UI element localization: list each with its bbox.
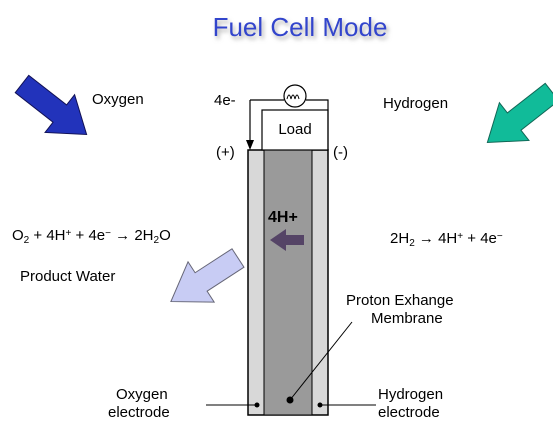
label: Oxygen <box>116 386 168 403</box>
dot <box>317 402 323 408</box>
equation-part: O <box>159 227 171 244</box>
label: Proton Exhange <box>346 292 454 309</box>
label: Hydrogen <box>378 386 443 403</box>
equation: 2H2 → 4H+ + 4e− <box>390 230 503 249</box>
label: electrode <box>378 404 440 421</box>
label: 4e- <box>214 92 236 109</box>
equation-part: + 4H <box>29 227 65 244</box>
label: Hydrogen <box>383 95 448 112</box>
oxygen-arrow <box>14 74 88 136</box>
dot <box>254 402 260 408</box>
equation-part: 2 <box>154 235 160 246</box>
equation-part: + 4e <box>71 227 105 244</box>
label: Load <box>278 121 311 138</box>
label: (+) <box>216 144 235 161</box>
equation: O2 + 4H+ + 4e− → 2H2O <box>12 227 171 246</box>
ion-arrow <box>270 229 304 251</box>
equation-part: O <box>12 227 24 244</box>
title: Fuel Cell Mode <box>213 12 388 42</box>
hydrogen-arrow <box>486 82 553 144</box>
equation-part: + <box>457 231 463 242</box>
label: (-) <box>333 144 348 161</box>
equation-part: + <box>66 228 72 239</box>
equation-part: − <box>497 231 503 242</box>
label: Product Water <box>20 268 115 285</box>
equation-part: → 4H <box>415 230 458 247</box>
wire <box>250 99 329 150</box>
equation-part: → 2H <box>111 227 154 244</box>
water-arrow <box>170 248 245 303</box>
load-symbol <box>283 84 307 108</box>
equation-part: 2 <box>409 238 415 249</box>
label: electrode <box>108 404 170 421</box>
label: 4H+ <box>268 209 298 226</box>
equation-part: + 4e <box>463 230 497 247</box>
leader <box>289 321 353 401</box>
label: Oxygen <box>92 91 144 108</box>
wire-arrow <box>246 140 254 150</box>
coil <box>286 94 300 100</box>
equation-part: − <box>105 228 111 239</box>
label: Membrane <box>371 310 443 327</box>
dot <box>286 396 294 404</box>
equation-part: 2 <box>24 235 30 246</box>
load-box <box>261 109 329 151</box>
membrane <box>263 149 313 416</box>
equation-part: 2H <box>390 230 409 247</box>
